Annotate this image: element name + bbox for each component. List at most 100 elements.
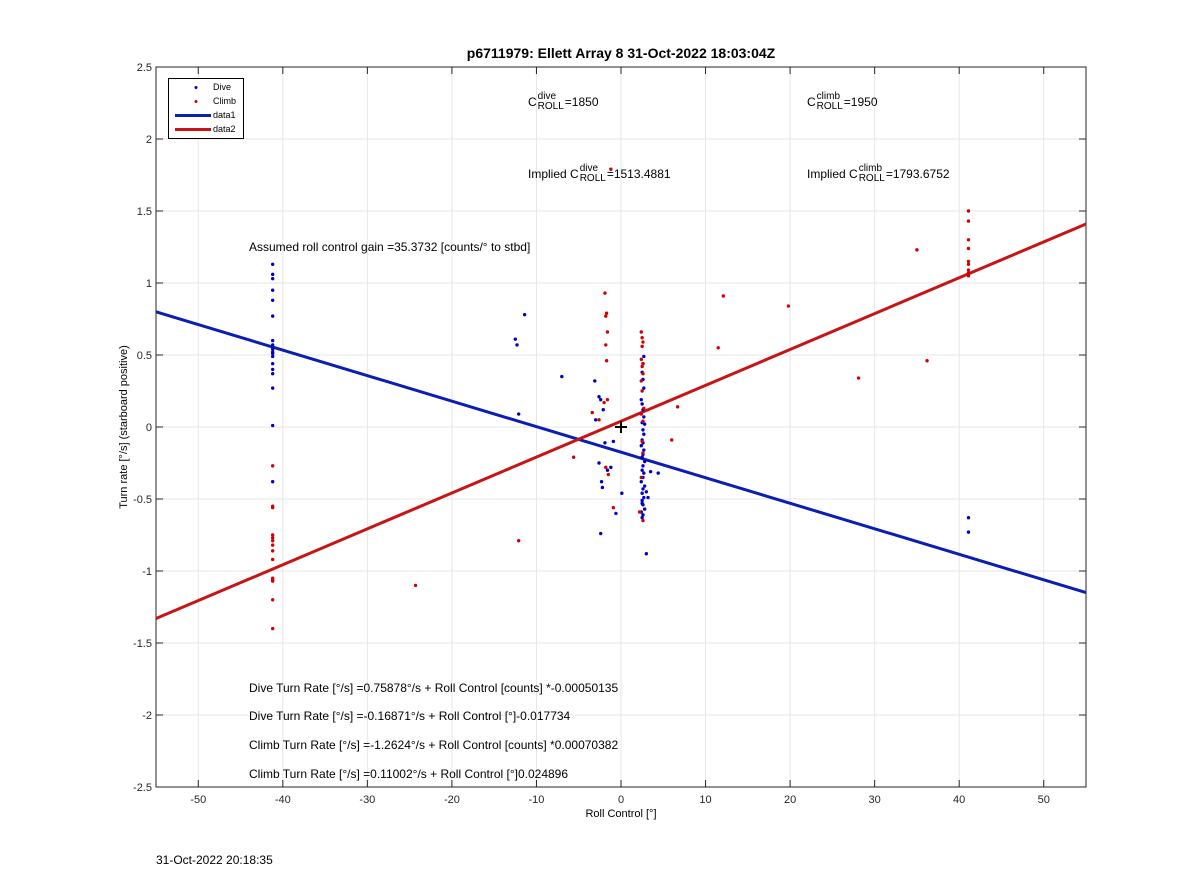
point-climb	[641, 451, 645, 455]
point-climb	[966, 262, 971, 266]
point-dive	[642, 354, 646, 359]
point-dive	[593, 379, 597, 383]
point-dive	[270, 423, 275, 428]
figure-timestamp: 31-Oct-2022 20:18:35	[156, 853, 273, 867]
point-dive	[517, 412, 521, 416]
point-dive	[600, 485, 605, 490]
y-tick-label: 1.5	[137, 206, 152, 218]
point-climb	[604, 465, 608, 470]
y-tick-label: -2	[142, 710, 152, 722]
point-climb	[966, 219, 971, 223]
point-climb	[270, 464, 275, 468]
point-dive	[270, 372, 275, 376]
point-climb	[966, 274, 971, 278]
implied-climb-value: =1793.6752	[885, 167, 950, 181]
legend-entry-data1: data1	[169, 109, 243, 122]
coef-dive-symbol: C	[528, 95, 537, 109]
equation-dive-degrees: Dive Turn Rate [°/s] =-0.16871°/s + Roll…	[249, 709, 571, 723]
y-tick-label: 0.5	[137, 350, 152, 362]
point-dive	[513, 337, 518, 341]
point-climb	[602, 400, 606, 405]
legend-entry-dive: Dive	[169, 81, 243, 94]
point-climb	[966, 271, 971, 275]
equation-climb-degrees: Climb Turn Rate [°/s] =0.11002°/s + Roll…	[249, 767, 569, 781]
legend-data2-label: data2	[213, 124, 236, 134]
equation-climb-counts: Climb Turn Rate [°/s] =-1.2624°/s + Roll…	[249, 738, 619, 752]
point-climb	[609, 167, 613, 171]
legend-entry-climb: Climb	[169, 95, 243, 108]
point-climb	[966, 238, 971, 242]
implied-dive-sub: ROLL	[579, 173, 606, 184]
point-climb	[270, 539, 275, 543]
implied-dive-value: =1513.4881	[606, 167, 671, 181]
x-tick-label: 0	[618, 794, 624, 806]
point-climb	[270, 505, 275, 510]
point-climb	[270, 549, 275, 553]
point-dive	[642, 422, 647, 426]
point-dive	[640, 468, 644, 472]
point-dive	[642, 415, 646, 419]
origin-marker	[615, 421, 627, 433]
x-tick-label: 10	[699, 794, 711, 806]
point-dive	[515, 343, 519, 347]
point-dive	[599, 397, 603, 402]
point-climb	[611, 505, 616, 510]
point-climb	[639, 330, 643, 334]
implied-climb-prefix: Implied C	[807, 167, 858, 181]
point-dive	[640, 491, 644, 495]
point-climb	[640, 364, 644, 369]
coef-dive-value: =1850	[564, 95, 599, 109]
legend-entry-data2: data2	[169, 123, 243, 136]
point-dive	[966, 516, 971, 520]
implied-dive-prefix: Implied C	[528, 167, 579, 181]
implied-climb-sup: climb	[858, 163, 883, 174]
x-tick-label: -30	[359, 794, 375, 806]
gain-annotation: Assumed roll control gain =35.3732 [coun…	[249, 240, 531, 254]
y-tick-label: -0.5	[133, 494, 152, 506]
point-dive	[639, 480, 643, 484]
x-tick-label: 50	[1038, 794, 1050, 806]
point-climb	[639, 475, 643, 480]
point-climb	[637, 510, 642, 514]
point-climb	[270, 557, 275, 562]
point-climb	[915, 248, 919, 252]
point-dive	[560, 374, 564, 379]
point-climb	[642, 406, 646, 410]
y-tick-label: -1	[142, 566, 152, 578]
point-climb	[270, 598, 275, 602]
point-dive	[614, 511, 618, 516]
legend-data1-line	[175, 114, 211, 117]
point-dive	[593, 418, 598, 422]
point-climb	[590, 410, 594, 415]
point-climb	[670, 438, 674, 442]
point-dive	[270, 361, 275, 366]
point-dive	[270, 262, 275, 266]
point-dive	[646, 495, 650, 500]
fit-line-data1	[155, 310, 1087, 595]
x-tick-label: 40	[953, 794, 965, 806]
point-climb	[604, 311, 609, 315]
point-dive	[639, 444, 643, 448]
point-dive	[270, 314, 275, 318]
coef-climb-sub: ROLL	[816, 101, 843, 112]
point-climb	[640, 439, 644, 444]
point-climb	[641, 361, 645, 366]
point-climb	[270, 533, 275, 537]
point-dive	[611, 439, 616, 444]
x-tick-label: -10	[529, 794, 545, 806]
implied-climb-sub: ROLL	[858, 173, 885, 184]
point-climb	[786, 304, 791, 308]
point-climb	[966, 246, 971, 251]
axis-ticks	[156, 66, 1086, 788]
point-dive	[605, 468, 610, 472]
x-tick-label: -20	[444, 794, 460, 806]
legend: Dive Climb data1 data2	[168, 78, 244, 139]
point-climb	[604, 359, 609, 363]
legend-data1-label: data1	[213, 110, 236, 120]
point-dive	[270, 298, 275, 302]
point-climb	[639, 357, 643, 362]
